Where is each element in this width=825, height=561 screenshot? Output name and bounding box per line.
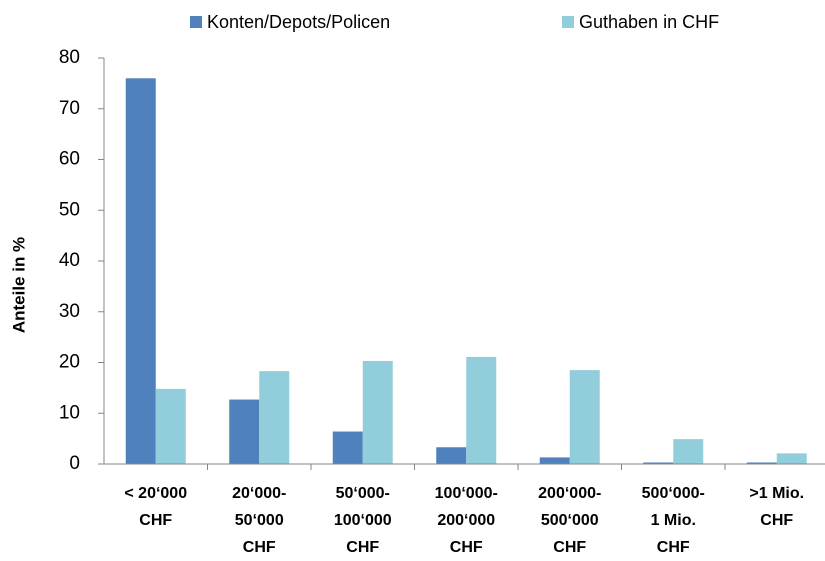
x-tick-label: CHF bbox=[450, 539, 483, 556]
y-tick-label: 30 bbox=[59, 301, 80, 322]
legend-swatch bbox=[190, 16, 202, 28]
bar bbox=[332, 431, 363, 464]
x-tick-label: 100‘000 bbox=[334, 512, 392, 529]
bar bbox=[776, 453, 807, 464]
legend-label: Konten/Depots/Policen bbox=[207, 12, 390, 32]
bar bbox=[436, 447, 467, 464]
x-tick-label: CHF bbox=[346, 539, 379, 556]
x-tick-label: 500‘000 bbox=[541, 512, 599, 529]
y-tick-label: 10 bbox=[59, 402, 80, 423]
x-tick-label: 50‘000 bbox=[235, 512, 284, 529]
bar bbox=[229, 399, 260, 464]
y-tick-label: 40 bbox=[59, 250, 80, 271]
y-tick-label: 70 bbox=[59, 98, 80, 119]
bar bbox=[643, 462, 674, 464]
y-tick-label: 50 bbox=[59, 199, 80, 220]
x-tick-label: CHF bbox=[243, 539, 276, 556]
bar bbox=[569, 370, 600, 464]
x-tick-label: 200‘000- bbox=[538, 485, 601, 502]
bar bbox=[125, 78, 156, 465]
x-tick-label: 1 Mio. bbox=[651, 512, 696, 529]
y-tick-label: 80 bbox=[59, 47, 80, 68]
x-tick-label: 500‘000- bbox=[642, 485, 705, 502]
y-axis-label: Anteile in % bbox=[9, 237, 28, 333]
x-tick-label: CHF bbox=[760, 512, 793, 529]
y-tick-label: 0 bbox=[69, 453, 80, 474]
x-tick-label: CHF bbox=[139, 512, 172, 529]
x-tick-label: 50‘000- bbox=[336, 485, 390, 502]
x-tick-label: 200‘000 bbox=[437, 512, 495, 529]
x-tick-label: >1 Mio. bbox=[749, 485, 804, 502]
bar bbox=[673, 439, 704, 464]
x-tick-label: 100‘000- bbox=[435, 485, 498, 502]
x-tick-label: CHF bbox=[553, 539, 586, 556]
x-tick-label: < 20‘000 bbox=[124, 485, 187, 502]
y-tick-label: 20 bbox=[59, 352, 80, 373]
y-tick-label: 60 bbox=[59, 149, 80, 170]
legend-swatch bbox=[562, 16, 574, 28]
x-tick-label: CHF bbox=[657, 539, 690, 556]
bar bbox=[259, 371, 290, 464]
bar bbox=[362, 360, 393, 464]
x-tick-label: 20‘000- bbox=[232, 485, 286, 502]
bar bbox=[539, 457, 570, 464]
bar bbox=[466, 356, 497, 464]
legend-label: Guthaben in CHF bbox=[579, 12, 719, 32]
bar bbox=[155, 388, 186, 464]
bar bbox=[746, 462, 777, 464]
